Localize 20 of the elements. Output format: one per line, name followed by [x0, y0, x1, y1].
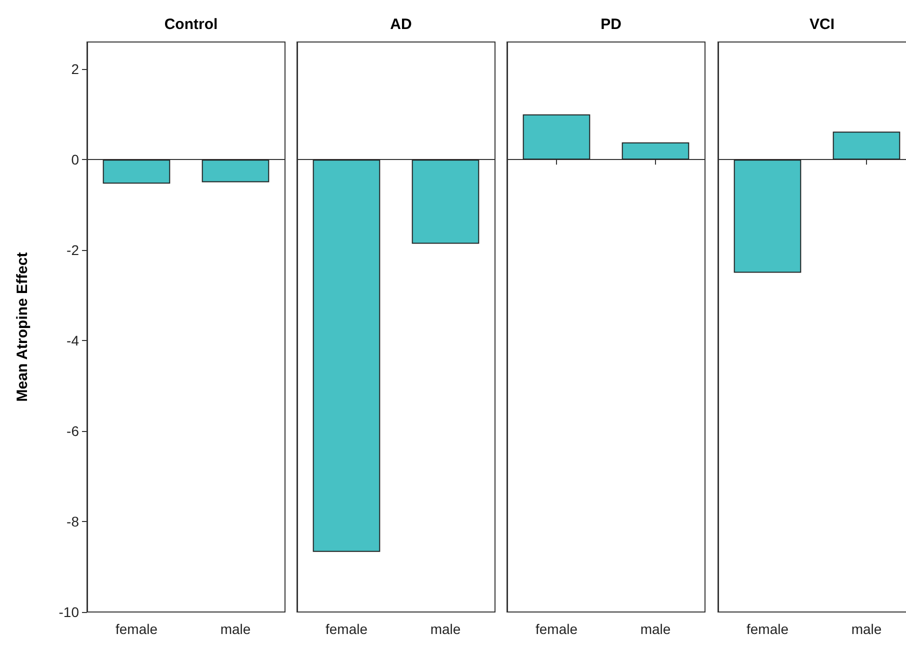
y-tick-label: -8	[66, 514, 80, 530]
chart-title: VCI	[809, 16, 835, 33]
y-tick-label: 0	[71, 152, 80, 168]
y-tick-label: -4	[66, 332, 80, 349]
y-tick-label: -6	[66, 423, 80, 440]
x-tick-label: female	[535, 621, 578, 637]
y-tick-label: -2	[66, 242, 80, 258]
chart-title: Control	[164, 16, 218, 33]
x-tick-label: male	[851, 621, 882, 637]
chart-title: AD	[390, 16, 412, 33]
x-tick-label: female	[115, 621, 158, 637]
x-tick-label: female	[746, 621, 789, 637]
x-tick-label: male	[430, 621, 461, 637]
y-axis-title: Mean Atropine Effect	[14, 252, 31, 402]
y-tick-label: 2	[71, 61, 80, 78]
chart-title: PD	[600, 16, 622, 33]
x-tick-label: male	[640, 621, 671, 637]
x-tick-label: male	[220, 621, 251, 637]
y-tick-label: -10	[58, 604, 80, 620]
x-tick-label: female	[325, 621, 368, 637]
